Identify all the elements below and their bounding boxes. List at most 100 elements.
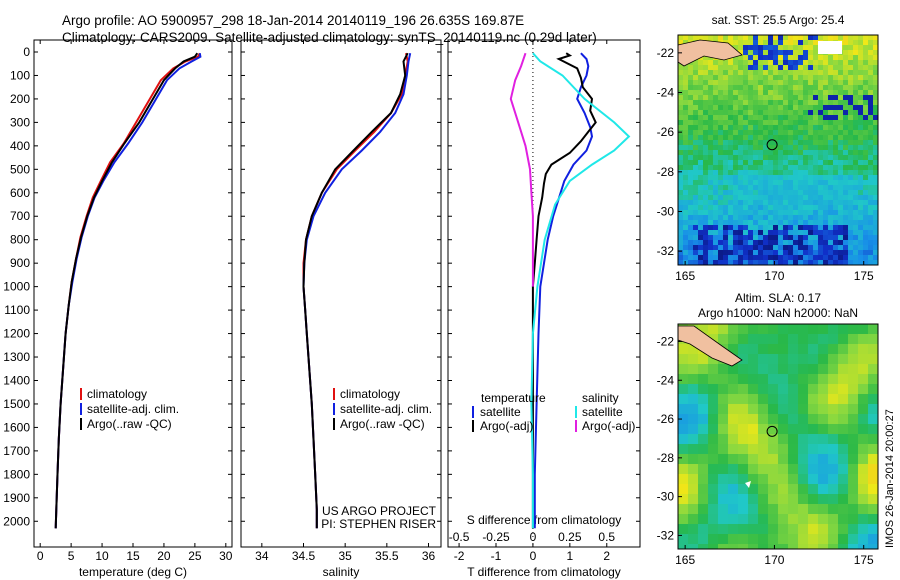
- map-cell: [788, 544, 799, 549]
- map-cell: [783, 155, 789, 161]
- map-cell: [768, 364, 779, 375]
- map-cell: [788, 145, 794, 151]
- map-cell: [798, 80, 804, 86]
- map-cell: [798, 165, 804, 171]
- x-tick-label: 2: [603, 549, 610, 563]
- map-cell: [748, 504, 759, 515]
- map-cell: [803, 200, 809, 206]
- map-cell: [768, 394, 779, 405]
- map-cell: [848, 120, 854, 126]
- map-cell: [678, 125, 684, 131]
- map-cell: [778, 105, 784, 111]
- map-cell: [693, 65, 699, 71]
- map-cell: [753, 95, 759, 101]
- map-cell: [708, 175, 714, 181]
- map-cell: [698, 190, 704, 196]
- map-cell: [708, 225, 714, 231]
- map-cell: [748, 145, 754, 151]
- map-cell: [733, 225, 739, 231]
- map-cell: [808, 55, 814, 61]
- imos-credit: IMOS 26-Jan-2014 20:00:27: [884, 409, 896, 548]
- map-cell: [738, 504, 749, 515]
- map-cell: [848, 424, 859, 435]
- map-cell: [873, 65, 878, 71]
- differences-panel: -2 -1 0 1 2T difference from climatology-0.5…: [447, 39, 641, 579]
- map-cell: [823, 210, 829, 216]
- map-cell: [793, 200, 799, 206]
- map-cell: [848, 90, 854, 96]
- map-cell: [748, 394, 759, 405]
- map-cell: [823, 150, 829, 156]
- map-cell: [678, 170, 684, 176]
- map-cell: [813, 150, 819, 156]
- map-cell: [678, 115, 684, 121]
- map-cell: [818, 150, 824, 156]
- map-cell: [683, 250, 689, 256]
- map-cell: [683, 110, 689, 116]
- map-cell: [818, 165, 824, 171]
- map-cell: [808, 155, 814, 161]
- map-cell: [798, 150, 804, 156]
- map-cell: [788, 424, 799, 435]
- series-line-argo-adj-: [531, 52, 597, 529]
- map-cell: [678, 185, 684, 191]
- series-line-satellite: [530, 52, 631, 529]
- map-cell: [848, 255, 854, 261]
- map-cell: [818, 324, 829, 335]
- map-cell: [793, 190, 799, 196]
- map-cell: [783, 40, 789, 46]
- map-cell: [803, 225, 809, 231]
- map-cell: [788, 85, 794, 91]
- map-cell: [838, 175, 844, 181]
- map-cell: [743, 45, 749, 51]
- map-cell: [788, 125, 794, 131]
- map-cell: [768, 220, 774, 226]
- map-cell: [748, 195, 754, 201]
- map-cell: [828, 195, 834, 201]
- map-cell: [823, 200, 829, 206]
- map-cell: [713, 105, 719, 111]
- map-cell: [773, 125, 779, 131]
- map-cell: [693, 140, 699, 146]
- map-cell: [783, 150, 789, 156]
- map-cell: [758, 115, 764, 121]
- map-cell: [768, 145, 774, 151]
- map-cell: [808, 484, 819, 495]
- map-cell: [793, 150, 799, 156]
- map-cell: [818, 494, 829, 505]
- map-cell: [693, 220, 699, 226]
- map-cell: [858, 464, 869, 475]
- map-cell: [828, 334, 839, 345]
- map-cell: [838, 324, 849, 335]
- x-tick-label: 1: [567, 549, 574, 563]
- map-cell: [728, 195, 734, 201]
- map-cell: [808, 135, 814, 141]
- map-cell: [868, 324, 878, 335]
- map-cell: [698, 65, 704, 71]
- map-cell: [703, 195, 709, 201]
- map-cell: [788, 494, 799, 505]
- map-cell: [828, 155, 834, 161]
- map-cell: [733, 215, 739, 221]
- map-cell: [678, 464, 689, 475]
- map-cell: [798, 120, 804, 126]
- map-cell: [858, 75, 864, 81]
- map-cell: [823, 215, 829, 221]
- map-cell: [873, 40, 878, 46]
- map-cell: [848, 250, 854, 256]
- map-y-tick-label: -26: [657, 412, 675, 426]
- map-cell: [728, 225, 734, 231]
- map-cell: [823, 145, 829, 151]
- map-cell: [858, 85, 864, 91]
- map-cell: [863, 255, 869, 261]
- map-cell: [788, 210, 794, 216]
- map-cell: [798, 344, 809, 355]
- map-cell: [828, 260, 834, 265]
- map-cell: [828, 100, 834, 106]
- map-cell: [773, 260, 779, 265]
- map-cell: [723, 165, 729, 171]
- map-cell: [688, 414, 699, 425]
- map-cell: [698, 250, 704, 256]
- map-cell: [868, 150, 874, 156]
- map-cell: [813, 95, 819, 101]
